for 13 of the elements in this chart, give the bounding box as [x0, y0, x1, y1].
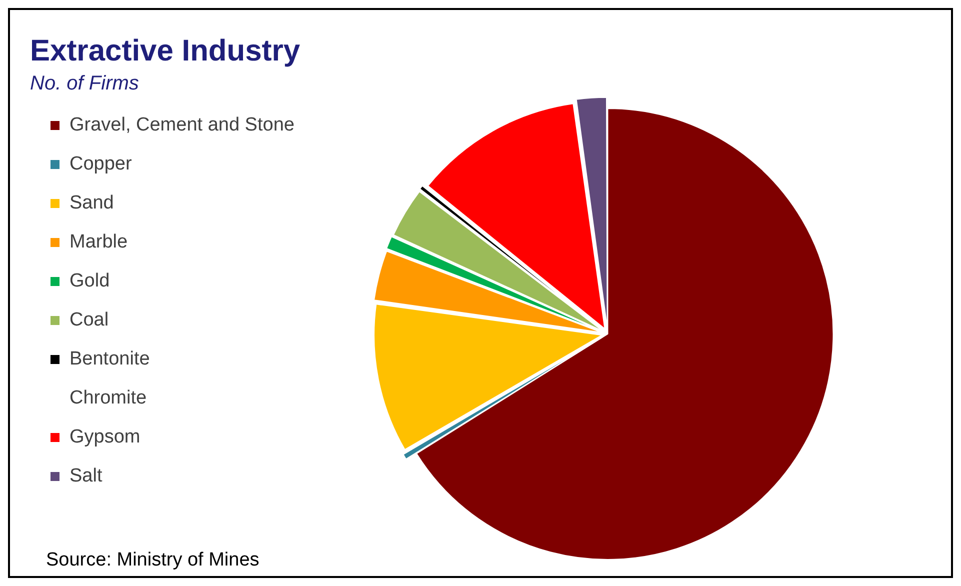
chart-title: Extractive Industry	[30, 34, 300, 68]
legend-label: Gold	[70, 270, 110, 292]
chart-subtitle: No. of Firms	[30, 72, 139, 95]
legend-label: Coal	[70, 310, 109, 331]
legend-label: Sand	[70, 192, 114, 214]
category-label: Chromite	[70, 388, 147, 409]
legend-label: Bentonite	[70, 348, 150, 370]
legend-label: Copper	[70, 154, 132, 175]
legend-label: Marble	[70, 232, 128, 253]
source-note: Source: Ministry of Mines	[46, 550, 260, 571]
legend-label: Gypsom	[70, 426, 140, 448]
legend-label: Gravel, Cement and Stone	[70, 114, 294, 136]
legend-label: Salt	[70, 466, 103, 487]
